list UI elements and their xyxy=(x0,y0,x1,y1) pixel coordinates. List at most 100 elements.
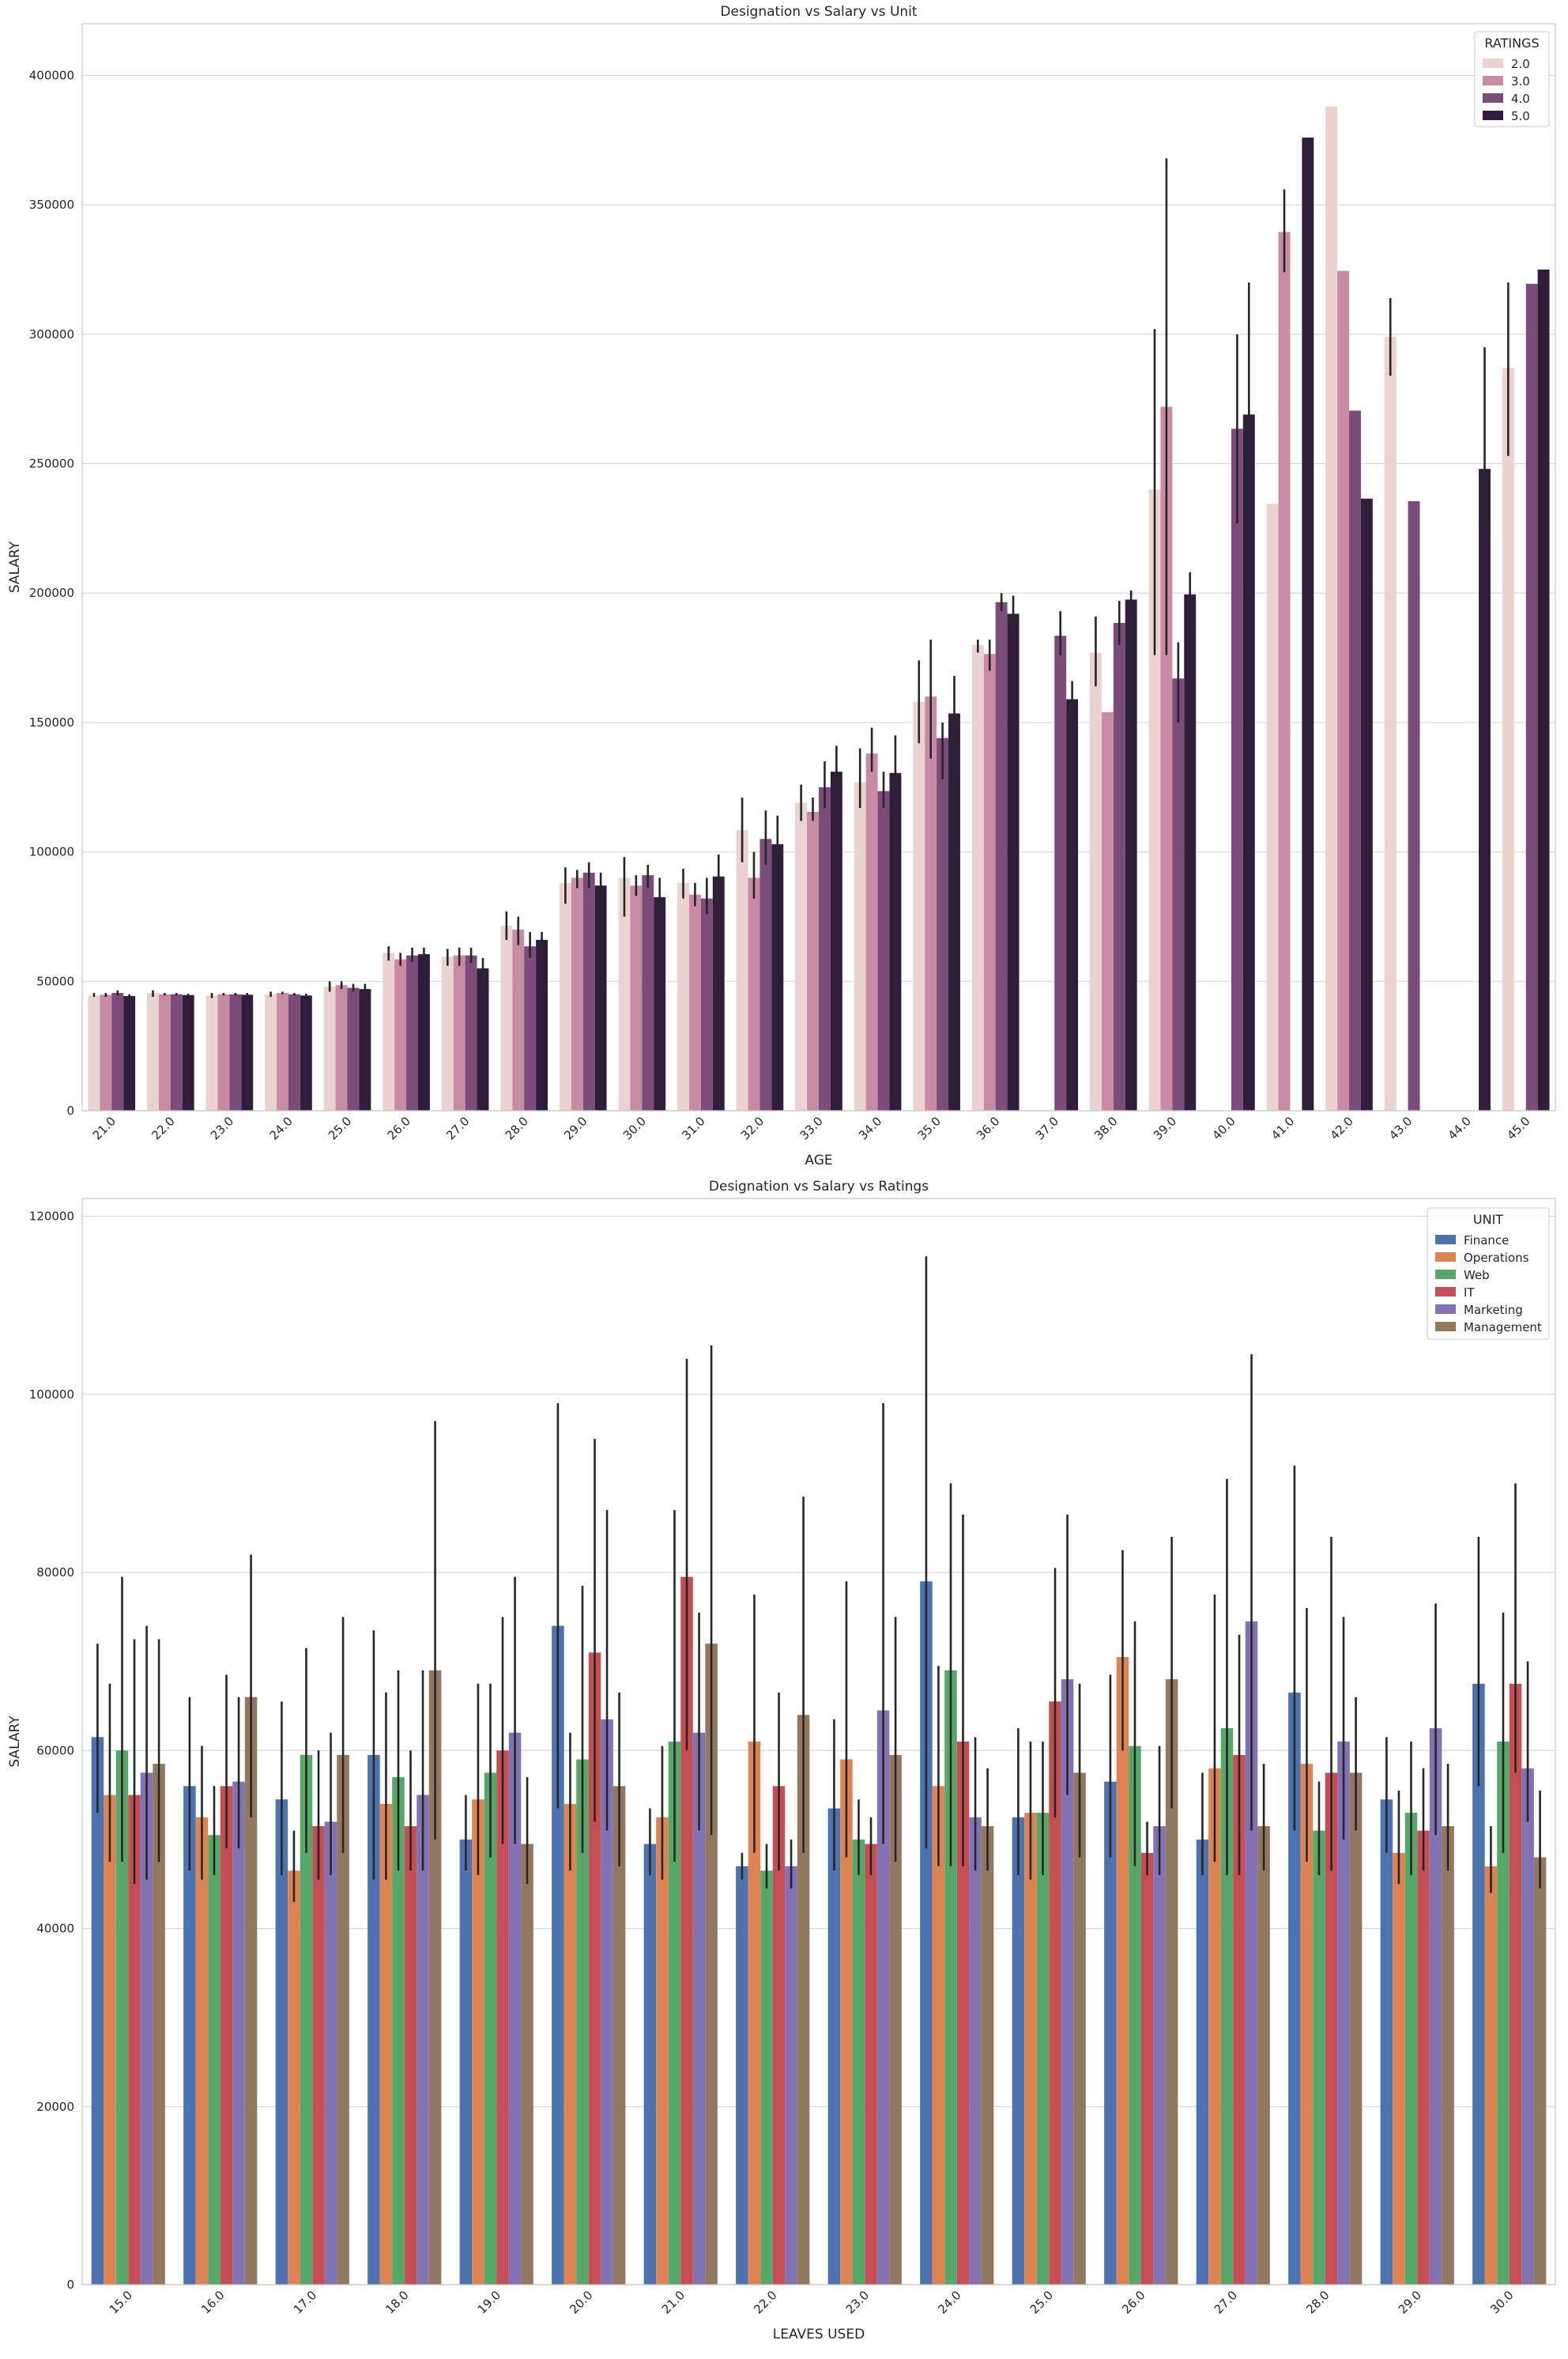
y-axis-label: SALARY xyxy=(7,541,23,593)
bar xyxy=(700,898,713,1111)
y-axis-label: SALARY xyxy=(7,1715,23,1768)
bar xyxy=(508,1732,522,2285)
x-axis-label: AGE xyxy=(805,1153,832,1168)
bar xyxy=(1325,106,1338,1111)
y-tick-label: 120000 xyxy=(29,1210,74,1224)
legend-label: 5.0 xyxy=(1511,109,1530,123)
bar xyxy=(1116,1657,1129,2285)
bar xyxy=(642,875,654,1111)
bar xyxy=(1129,1746,1141,2285)
bar xyxy=(1404,1813,1418,2285)
bar xyxy=(1502,368,1514,1112)
bar xyxy=(379,1803,393,2285)
y-tick-label: 0 xyxy=(66,2278,74,2292)
bar xyxy=(1054,636,1067,1111)
bar xyxy=(417,953,430,1111)
y-tick-label: 20000 xyxy=(36,2100,74,2114)
legend-swatch xyxy=(1483,59,1503,68)
bar xyxy=(1278,232,1291,1112)
bar xyxy=(1266,504,1279,1111)
bar xyxy=(536,939,548,1111)
bar xyxy=(1349,410,1361,1111)
bar xyxy=(840,1759,853,2285)
bar xyxy=(1479,469,1491,1111)
bar xyxy=(359,989,371,1111)
bar xyxy=(244,1697,258,2285)
bar xyxy=(465,955,477,1111)
bar xyxy=(1537,270,1550,1111)
bar xyxy=(1196,1839,1209,2285)
bar xyxy=(265,994,277,1111)
legend-label: 2.0 xyxy=(1511,57,1530,71)
bar xyxy=(876,1710,890,2285)
bars-group xyxy=(91,1576,1547,2285)
bar xyxy=(1172,678,1185,1111)
bar xyxy=(158,994,171,1111)
bar xyxy=(335,985,348,1111)
legend-label: Operations xyxy=(1464,1251,1529,1265)
bar xyxy=(969,1817,982,2285)
bar xyxy=(680,1576,693,2285)
bar xyxy=(760,839,772,1111)
bar xyxy=(88,995,100,1111)
legend: UNIT Finance Operations Web IT Marketing Mana… xyxy=(1427,1207,1550,1340)
bar xyxy=(1472,1683,1485,2285)
bar xyxy=(736,1866,748,2285)
bar xyxy=(275,1799,288,2285)
bar xyxy=(394,959,407,1111)
bar xyxy=(383,953,395,1111)
bar xyxy=(643,1844,657,2285)
y-tick-label: 50000 xyxy=(36,974,74,988)
bar xyxy=(104,1795,116,2285)
legend-swatch xyxy=(1435,1304,1456,1314)
bar xyxy=(500,925,513,1111)
bar xyxy=(170,994,183,1111)
y-tick-label: 100000 xyxy=(29,845,74,859)
legend-swatch xyxy=(1435,1235,1456,1244)
bar xyxy=(337,1754,349,2285)
y-tick-label: 0 xyxy=(66,1104,74,1118)
bar xyxy=(496,1750,509,2285)
bar xyxy=(1288,1693,1301,2285)
bar xyxy=(1184,594,1197,1111)
bar xyxy=(195,1817,209,2285)
bar xyxy=(183,1786,196,2285)
bar xyxy=(100,995,112,1111)
bar xyxy=(932,1786,945,2285)
bar xyxy=(1165,1679,1178,2285)
bar xyxy=(601,1719,613,2285)
bar xyxy=(1242,414,1255,1111)
axes-frame xyxy=(81,1198,1556,2285)
bar xyxy=(582,872,595,1111)
legend-title: UNIT xyxy=(1473,1212,1503,1227)
bar xyxy=(153,1764,165,2285)
bar xyxy=(688,894,701,1111)
bar xyxy=(1153,1825,1166,2285)
bar xyxy=(705,1644,718,2285)
bar xyxy=(1521,1768,1534,2285)
bar xyxy=(484,1772,497,2285)
bar xyxy=(182,995,194,1111)
y-tick-label: 350000 xyxy=(29,198,74,212)
bar xyxy=(1442,1825,1454,2285)
bar xyxy=(1061,1679,1074,2285)
bar xyxy=(656,1817,669,2285)
bar xyxy=(208,1835,220,2285)
legend-label: 3.0 xyxy=(1511,74,1530,89)
bar xyxy=(324,1821,337,2285)
bar xyxy=(1313,1830,1325,2285)
bar xyxy=(323,986,336,1111)
bar xyxy=(559,882,571,1111)
bar xyxy=(229,994,242,1111)
bar xyxy=(472,1799,484,2285)
bar xyxy=(1408,501,1420,1111)
legend-label: Marketing xyxy=(1464,1303,1523,1317)
bar xyxy=(827,1808,841,2285)
chart-title: Designation vs Salary vs Unit xyxy=(720,4,917,20)
bar xyxy=(1066,699,1079,1111)
bar xyxy=(111,993,124,1111)
axes-frame xyxy=(81,23,1556,1112)
bar xyxy=(416,1795,429,2285)
bar xyxy=(571,878,583,1111)
bar xyxy=(771,844,784,1111)
